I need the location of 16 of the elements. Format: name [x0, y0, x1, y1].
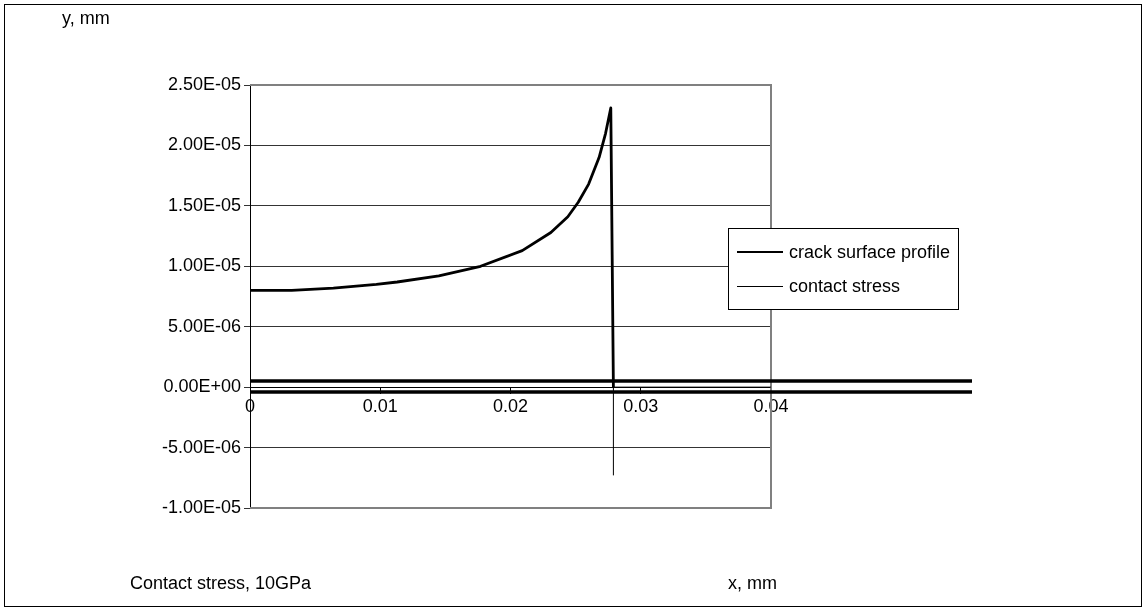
x-tick-label: 0.03: [623, 395, 659, 416]
y-tick-label: -5.00E-06: [161, 436, 241, 457]
text: Contact stress, 10GPa: [130, 573, 312, 594]
x-axis-title: x, mm: [728, 573, 777, 594]
x-tick-label: 0.02: [492, 395, 529, 416]
y-tick-label: 1.00E-05: [167, 255, 241, 276]
y-tick-label: -1.00E-05: [161, 496, 241, 517]
legend-label: crack surface profile: [789, 241, 951, 263]
x-tick-label: 0.01: [362, 395, 398, 416]
y-tick-label: 0.00E+00: [163, 376, 241, 397]
legend-label: contact stress: [789, 275, 901, 297]
y-tick-label: 5.00E-06: [167, 315, 241, 336]
y-tick-label: 2.50E-05: [167, 73, 241, 94]
y-axis-title: y, mm: [62, 8, 110, 29]
y-tick-label: 2.00E-05: [167, 134, 241, 155]
y-tick-label: 1.50E-05: [167, 194, 241, 215]
